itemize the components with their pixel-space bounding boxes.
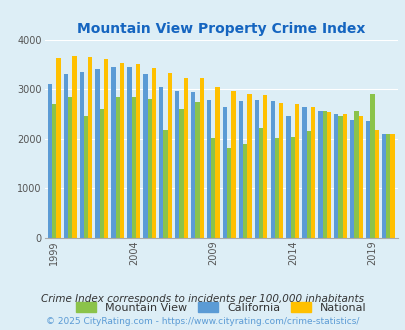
Bar	[381, 134, 385, 238]
Bar	[318, 111, 322, 238]
Bar	[274, 138, 278, 238]
Bar	[143, 74, 147, 238]
Bar	[95, 69, 100, 238]
Bar	[48, 84, 52, 238]
Bar	[294, 104, 298, 238]
Bar	[333, 114, 338, 238]
Bar	[104, 59, 108, 238]
Bar	[390, 134, 394, 238]
Bar	[111, 67, 115, 238]
Bar	[183, 78, 188, 238]
Bar	[262, 95, 267, 238]
Bar	[115, 96, 120, 238]
Bar	[290, 137, 294, 238]
Bar	[127, 67, 131, 238]
Bar	[199, 78, 203, 238]
Bar	[338, 116, 342, 238]
Bar	[358, 116, 362, 238]
Bar	[222, 107, 226, 238]
Bar	[167, 73, 172, 238]
Bar	[278, 104, 283, 238]
Bar	[84, 116, 88, 238]
Bar	[88, 57, 92, 238]
Bar	[147, 99, 151, 238]
Bar	[310, 108, 314, 238]
Legend: Mountain View, California, National: Mountain View, California, National	[72, 299, 369, 316]
Bar	[254, 100, 258, 238]
Bar	[179, 109, 183, 238]
Bar	[211, 138, 215, 238]
Bar	[231, 91, 235, 238]
Bar	[136, 64, 140, 238]
Bar	[151, 68, 156, 238]
Bar	[64, 74, 68, 238]
Bar	[100, 109, 104, 238]
Bar	[342, 114, 346, 238]
Bar	[270, 102, 274, 238]
Bar	[354, 112, 358, 238]
Bar	[306, 131, 310, 238]
Bar	[68, 96, 72, 238]
Bar	[195, 102, 199, 238]
Bar	[258, 128, 262, 238]
Bar	[369, 94, 374, 238]
Bar	[247, 94, 251, 238]
Bar	[374, 130, 378, 238]
Bar	[365, 121, 369, 238]
Text: Crime Index corresponds to incidents per 100,000 inhabitants: Crime Index corresponds to incidents per…	[41, 294, 364, 304]
Bar	[385, 134, 390, 238]
Title: Mountain View Property Crime Index: Mountain View Property Crime Index	[77, 22, 364, 36]
Bar	[322, 112, 326, 238]
Bar	[286, 116, 290, 238]
Bar	[120, 63, 124, 238]
Bar	[159, 87, 163, 238]
Bar	[242, 144, 247, 238]
Bar	[349, 120, 354, 238]
Bar	[190, 92, 195, 238]
Bar	[163, 130, 167, 238]
Bar	[131, 96, 136, 238]
Text: © 2025 CityRating.com - https://www.cityrating.com/crime-statistics/: © 2025 CityRating.com - https://www.city…	[46, 317, 359, 326]
Bar	[52, 104, 56, 238]
Bar	[79, 72, 84, 238]
Bar	[72, 56, 77, 238]
Bar	[302, 107, 306, 238]
Bar	[215, 87, 219, 238]
Bar	[56, 58, 60, 238]
Bar	[207, 100, 211, 238]
Bar	[326, 112, 330, 238]
Bar	[175, 91, 179, 238]
Bar	[226, 148, 231, 238]
Bar	[238, 101, 242, 238]
